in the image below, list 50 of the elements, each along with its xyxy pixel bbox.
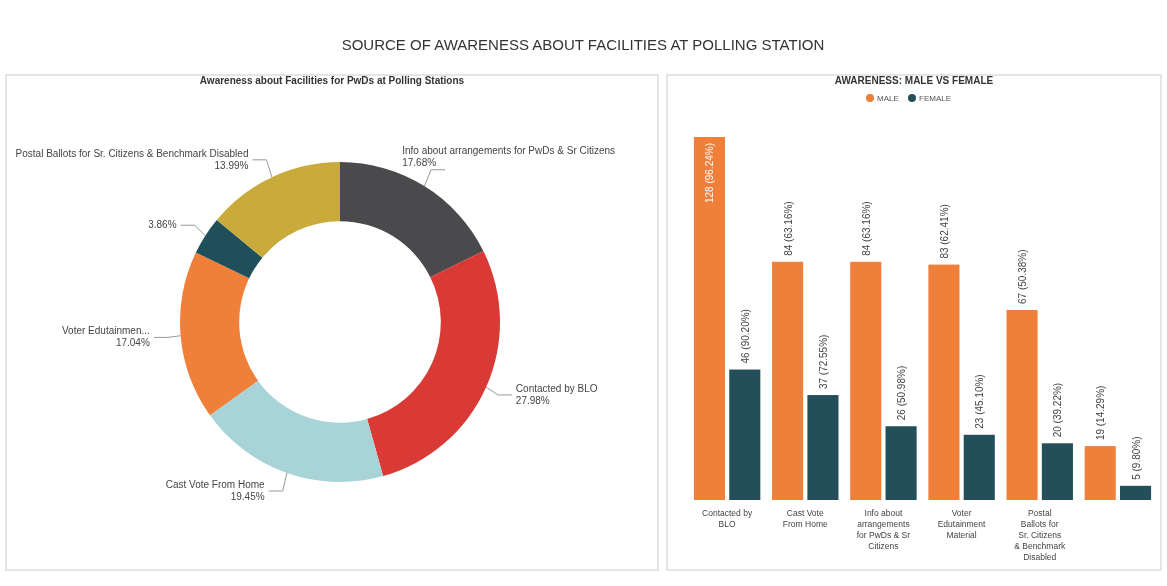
x-tick-label: Info about arrangements for PwDs & Sr Citizens <box>856 508 911 551</box>
data-label: 3.86% <box>148 219 177 231</box>
data-label: 23 (45.10%) <box>974 374 986 429</box>
bar <box>928 264 960 500</box>
bar <box>963 434 995 500</box>
bar <box>885 426 917 500</box>
donut-slice <box>209 380 384 482</box>
x-tick-label: Postal Ballots for Sr. Citizens & Benchmark Disabled <box>1014 508 1066 562</box>
donut-slice <box>180 252 259 416</box>
data-label: 5 (9.80%) <box>1130 436 1142 480</box>
donut-slice <box>216 162 340 258</box>
data-label: 67 (50.38%) <box>1017 249 1029 304</box>
data-label: 20 (39.22%) <box>1052 382 1064 438</box>
slice-label: Contacted by BLO <box>515 382 598 394</box>
bar <box>850 261 882 500</box>
data-label: 37 (72.55%) <box>817 334 829 390</box>
data-label: 27.98% <box>515 394 550 406</box>
bar <box>1120 485 1152 500</box>
data-label: 83 (62.41%) <box>938 204 950 259</box>
x-tick-label: Contacted by BLO <box>702 508 753 529</box>
bar <box>807 395 839 500</box>
slice-label: Voter Edutainmen... <box>62 325 150 337</box>
bar <box>1084 446 1116 500</box>
legend-label: MALE <box>877 94 899 103</box>
data-label: 13.99% <box>214 159 249 171</box>
data-label: 19 (14.29%) <box>1095 385 1107 441</box>
legend-label: FEMALE <box>919 94 952 103</box>
data-label: 17.04% <box>115 337 150 349</box>
data-label: 46 (90.20%) <box>739 309 751 364</box>
x-tick-label: Voter Edutainment Material <box>937 508 987 540</box>
slice-label: Postal Ballots for Sr. Citizens & Benchmark Disabled <box>15 147 249 159</box>
bar <box>1006 309 1038 500</box>
x-tick-label: Cast Vote From Home <box>782 508 828 529</box>
data-label: 84 (63.16%) <box>782 201 794 256</box>
donut-slice <box>367 250 500 477</box>
data-label: 17.68% <box>402 156 437 168</box>
bar <box>1041 443 1073 500</box>
chart-title: SOURCE OF AWARENESS ABOUT FACILITIES AT POLLING STATION <box>341 36 825 53</box>
data-label: 84 (63.16%) <box>860 201 872 256</box>
bar <box>772 261 804 500</box>
data-label: 26 (50.98%) <box>896 365 908 421</box>
data-label: 19.45% <box>230 491 265 503</box>
donut-slice <box>195 219 263 279</box>
chart-title: AWARENESS: MALE VS FEMALE <box>834 75 994 86</box>
bar <box>729 369 761 500</box>
slice-label: Cast Vote From Home <box>165 479 266 491</box>
data-label: 128 (96.24%) <box>704 143 716 204</box>
slice-label: Info about arrangements for PwDs & Sr Citizens <box>402 144 616 156</box>
chart-subtitle: Awareness about Facilities for PwDs at Polling Stations <box>199 75 465 86</box>
bar <box>693 137 725 500</box>
